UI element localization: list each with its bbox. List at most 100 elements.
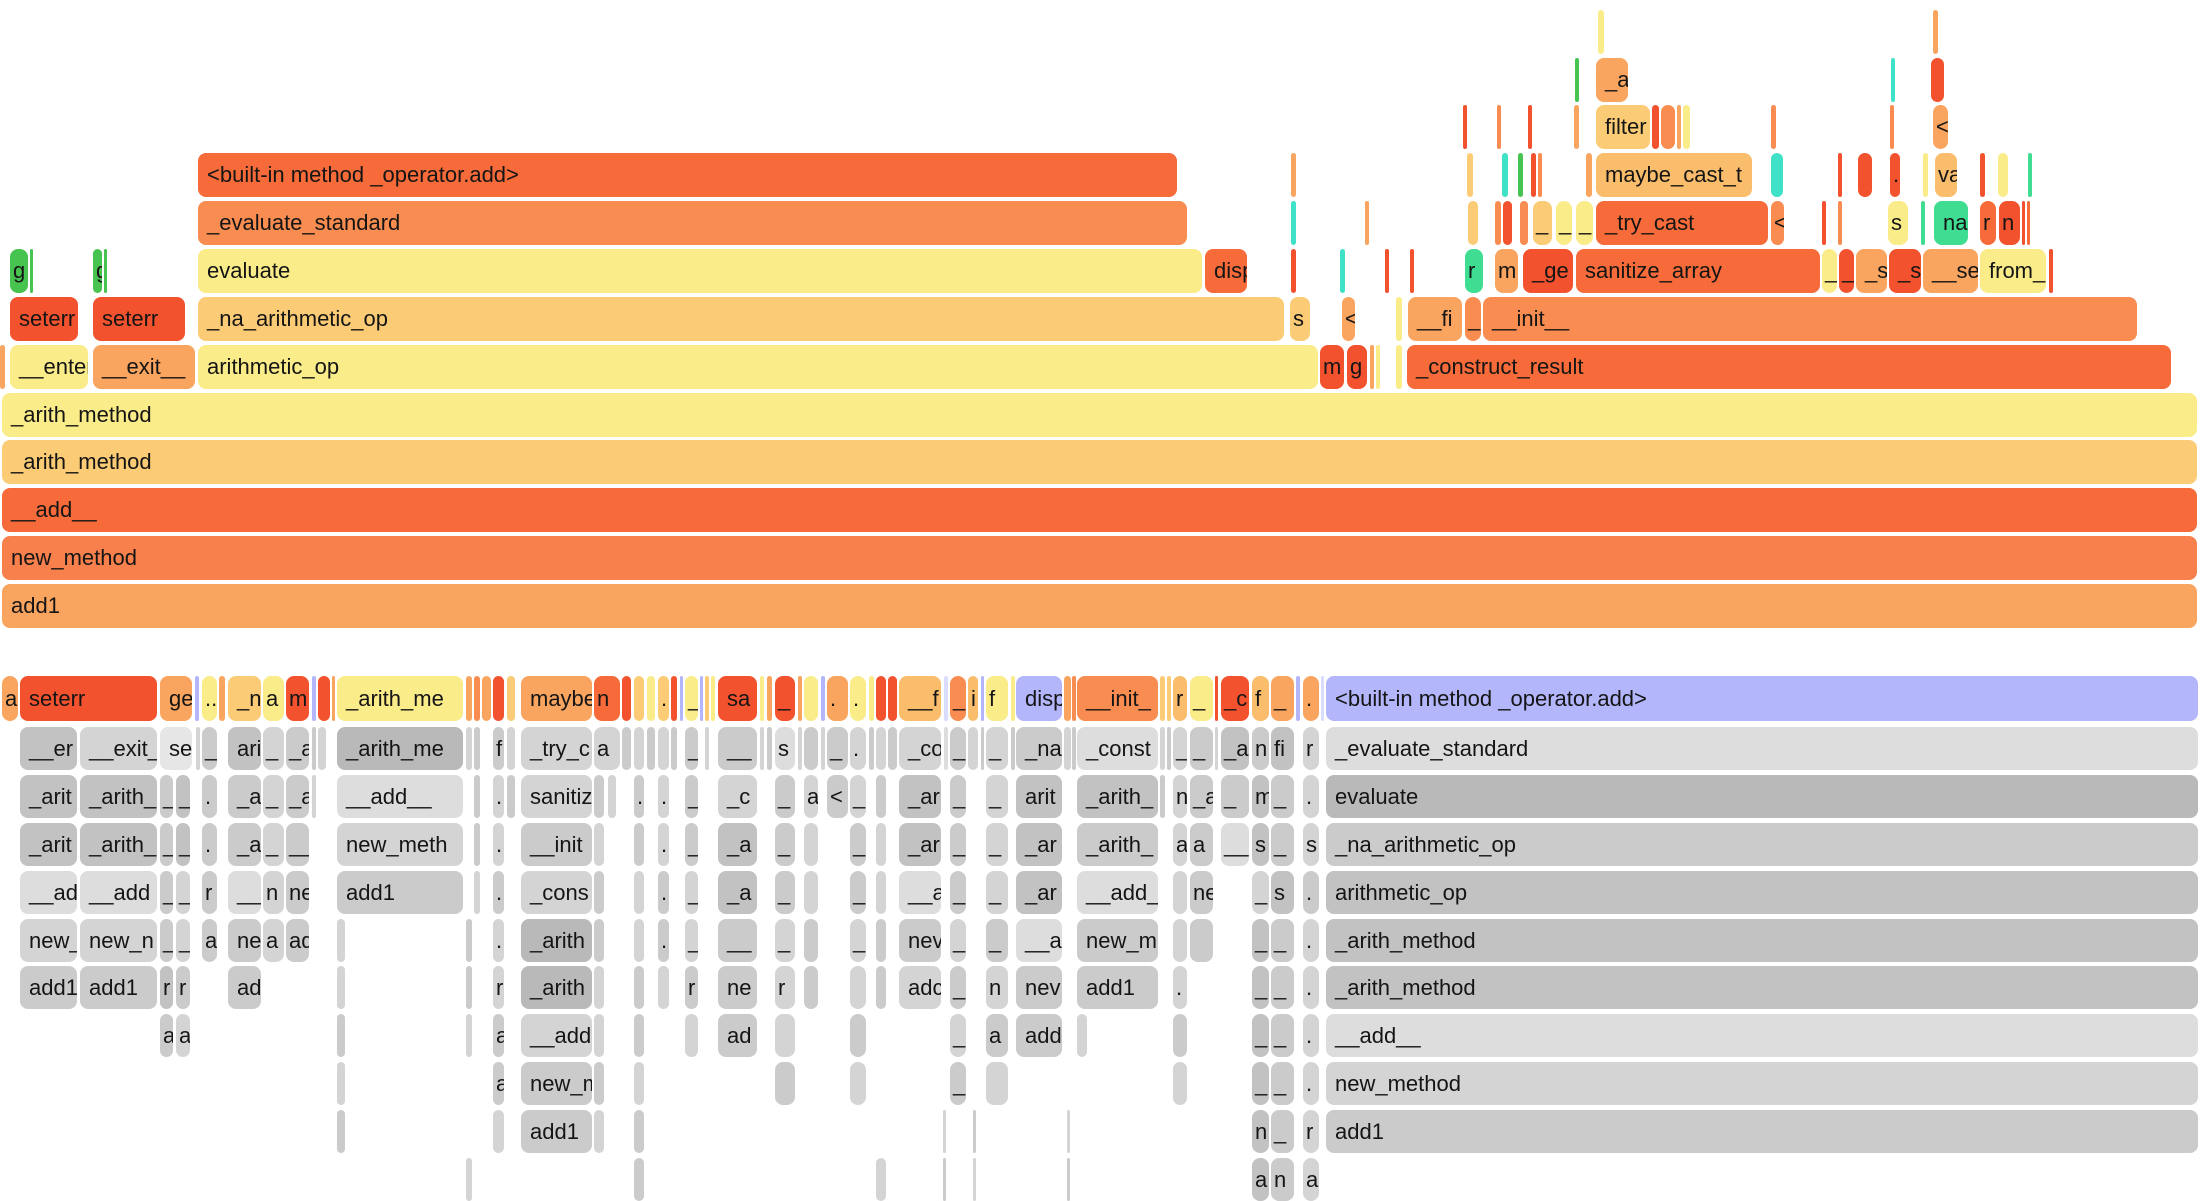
frame-_ar[interactable]: _ar (1016, 823, 1062, 866)
frame-_[interactable]: _ (685, 727, 698, 770)
frame-bar[interactable] (1838, 153, 1842, 197)
frame-_[interactable]: _ (1271, 919, 1294, 962)
frame-bar[interactable] (594, 919, 604, 962)
frame-__a[interactable]: __a (899, 871, 941, 914)
frame-.[interactable]: . (827, 676, 848, 721)
frame-__se[interactable]: __se (1923, 249, 1978, 293)
frame-r[interactable]: r (1465, 249, 1483, 293)
frame-bar[interactable] (658, 727, 669, 770)
frame-bar[interactable] (337, 1110, 345, 1153)
frame-__init__[interactable]: __init__ (1483, 297, 2137, 341)
frame-bar[interactable] (1921, 201, 1925, 245)
frame-bar[interactable] (760, 676, 764, 721)
frame-__add__[interactable]: __add__ (1326, 1014, 2198, 1057)
frame-bar[interactable] (1933, 10, 1938, 54)
frame-bar[interactable] (685, 1014, 698, 1057)
frame-bar[interactable] (466, 1158, 472, 1201)
frame-__ad[interactable]: __ad (20, 871, 77, 914)
frame-_n[interactable]: _n (228, 676, 261, 721)
frame-_[interactable]: _ (1190, 676, 1213, 721)
frame-ari[interactable]: ari (228, 727, 261, 770)
frame-bar[interactable] (986, 1062, 1008, 1105)
frame-bar[interactable] (312, 676, 316, 721)
frame-bar[interactable] (1067, 1110, 1070, 1153)
frame-a[interactable]: a (160, 1014, 173, 1057)
frame-add1[interactable]: add1 (2, 584, 2197, 628)
frame-bar[interactable] (493, 1110, 504, 1153)
frame-_ar[interactable]: _ar (1016, 871, 1062, 914)
frame-_[interactable]: _ (176, 871, 190, 914)
frame-builtinmethod_operator.add[interactable]: <built-in method _operator.add> (1326, 676, 2198, 721)
frame-bar[interactable] (1396, 297, 1402, 341)
frame-_[interactable]: _ (827, 727, 848, 770)
frame-__[interactable]: __ (228, 871, 261, 914)
frame-r[interactable]: r (1303, 1110, 1319, 1153)
frame-disp[interactable]: disp (1205, 249, 1247, 293)
frame-bar[interactable] (1173, 1062, 1187, 1105)
frame-bar[interactable] (594, 775, 604, 818)
frame-bar[interactable] (1518, 153, 1523, 197)
frame-new_meth[interactable]: new_meth (337, 823, 463, 866)
frame-__fi[interactable]: __fi (1408, 297, 1462, 341)
frame-bar[interactable] (337, 919, 345, 962)
frame-_arith[interactable]: _arith (521, 966, 592, 1009)
frame-_[interactable]: _ (160, 919, 173, 962)
frame-bar[interactable] (973, 1158, 976, 1201)
frame-bar[interactable] (594, 871, 604, 914)
frame-disp[interactable]: disp (1016, 676, 1062, 721)
frame-_[interactable]: _ (1271, 676, 1294, 721)
frame-bar[interactable] (1173, 1014, 1187, 1057)
frame-evaluate[interactable]: evaluate (1326, 775, 2198, 818)
frame-bar[interactable] (104, 249, 107, 293)
frame-bar[interactable] (493, 676, 504, 721)
frame-.[interactable]: . (1303, 1062, 1319, 1105)
frame-bar[interactable] (1190, 919, 1213, 962)
frame-_[interactable]: _ (950, 919, 966, 962)
frame-bar[interactable] (981, 727, 984, 770)
frame-.[interactable]: . (202, 775, 217, 818)
frame-bar[interactable] (1980, 153, 1985, 197)
frame-_arith_[interactable]: _arith_ (80, 775, 157, 818)
frame-bar[interactable] (1890, 105, 1894, 149)
frame-r[interactable]: r (775, 966, 795, 1009)
frame-_[interactable]: _ (950, 676, 966, 721)
frame-bar[interactable] (876, 871, 886, 914)
frame-bar[interactable] (1923, 153, 1928, 197)
frame-_[interactable]: _ (1252, 871, 1269, 914)
frame-__exit_[interactable]: __exit_ (80, 727, 157, 770)
frame-_arith[interactable]: _arith (521, 919, 592, 962)
frame-.[interactable]: . (1303, 871, 1319, 914)
frame-a[interactable]: a (202, 919, 217, 962)
frame-_[interactable]: _ (1252, 919, 1269, 962)
frame-bar[interactable] (1173, 919, 1187, 962)
frame-bar[interactable] (775, 1014, 795, 1057)
frame-bar[interactable] (594, 1110, 604, 1153)
frame-_arith_me[interactable]: _arith_me (337, 727, 463, 770)
frame-bar[interactable] (876, 823, 886, 866)
frame-_[interactable]: _ (1271, 1062, 1294, 1105)
frame-_cons[interactable]: _cons (521, 871, 592, 914)
frame-bar[interactable] (658, 966, 669, 1009)
frame-bar[interactable] (2049, 249, 2053, 293)
frame-va[interactable]: va (1935, 153, 1957, 197)
frame-evaluate[interactable]: evaluate (198, 249, 1202, 293)
frame-maybe[interactable]: maybe (521, 676, 592, 721)
frame-arithmetic_op[interactable]: arithmetic_op (198, 345, 1318, 389)
frame-..[interactable]: .. (202, 676, 217, 721)
frame-_c[interactable]: _c (718, 775, 757, 818)
frame-bar[interactable] (318, 727, 326, 770)
frame-.[interactable]: . (1173, 966, 1187, 1009)
frame-_[interactable]: _ (850, 775, 866, 818)
frame-bar[interactable] (312, 727, 316, 770)
frame-_[interactable]: _ (1190, 727, 1213, 770)
frame-arithmetic_op[interactable]: arithmetic_op (1326, 871, 2198, 914)
frame-s[interactable]: s (1303, 823, 1319, 866)
frame-bar[interactable] (466, 966, 472, 1009)
frame-_[interactable]: _ (1271, 775, 1294, 818)
frame-_[interactable]: _ (950, 823, 966, 866)
frame-_[interactable]: _ (176, 823, 190, 866)
frame-bar[interactable] (1468, 201, 1478, 245)
frame-m[interactable]: m (1495, 249, 1518, 293)
frame-nev[interactable]: nev (899, 919, 941, 962)
frame-bar[interactable] (850, 1062, 866, 1105)
